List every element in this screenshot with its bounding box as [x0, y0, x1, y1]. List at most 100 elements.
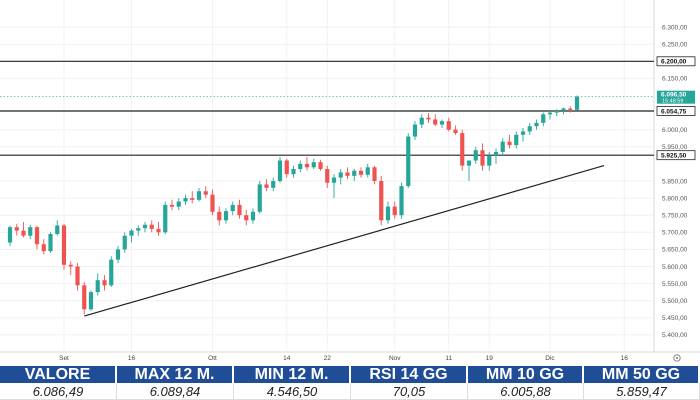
y-tick-label: 6.000,00	[662, 127, 688, 134]
candle-body	[379, 181, 384, 221]
candle-body	[190, 198, 195, 200]
x-tick-label: 11	[445, 355, 452, 362]
y-tick-label: 5.450,00	[662, 315, 688, 322]
candle-body	[304, 163, 310, 168]
candle-body	[277, 160, 283, 181]
stat-value-min-12m: 4.546,50	[234, 383, 351, 400]
candle-down	[284, 158, 289, 178]
candle-up	[230, 201, 235, 216]
candle-body	[156, 228, 161, 233]
level-tag-label: 6.054,75	[661, 108, 687, 115]
candle-up	[142, 222, 148, 233]
candle-body	[28, 227, 33, 236]
candle-body	[250, 211, 256, 221]
level-tag-label: 5.925,50	[661, 152, 687, 159]
last-price-time-label: 15:48:59	[662, 98, 683, 104]
candle-down	[453, 125, 458, 135]
x-tick-label: 22	[324, 355, 332, 362]
candle-body	[331, 177, 337, 183]
trendline-layer	[84, 165, 605, 317]
candle-down	[372, 165, 377, 185]
candle-body	[338, 172, 343, 178]
candle-up	[574, 95, 580, 111]
candle-down	[244, 210, 249, 226]
price-chart: 6.300,00 6.250,00 6.150,00 6.000,00 5.950,00…	[0, 0, 700, 362]
level-tag-label: 6.200,00	[661, 59, 687, 66]
candle-body	[284, 160, 289, 175]
candle-down	[318, 159, 323, 171]
candle-body	[534, 122, 539, 127]
y-tick-label: 5.800,00	[662, 195, 688, 202]
candle-down	[21, 222, 26, 238]
candle-down	[210, 189, 215, 216]
y-tick-label: 6.250,00	[662, 42, 688, 49]
candle-body	[203, 191, 208, 195]
candle-down	[41, 239, 46, 255]
candle-body	[453, 129, 458, 134]
stat-header-mm-50gg: MM 50 GG	[584, 366, 700, 383]
candle-up	[136, 225, 141, 236]
candle-body	[95, 280, 100, 293]
candle-up	[331, 174, 337, 199]
candle-body	[149, 224, 154, 229]
x-tick-label: Set	[59, 355, 69, 362]
candle-body	[55, 225, 60, 235]
candle-body	[399, 186, 404, 216]
y-tick-label: 5.950,00	[662, 144, 688, 151]
candle-up	[196, 187, 202, 202]
candle-body	[176, 201, 181, 207]
level-tag-box	[656, 150, 696, 161]
candle-body	[257, 184, 262, 212]
settings-icon[interactable]	[673, 354, 681, 362]
candle-body	[561, 108, 566, 111]
candle-down	[14, 223, 19, 236]
candle-down	[304, 157, 310, 171]
candle-up	[527, 122, 532, 135]
last-price-tag-box	[657, 90, 695, 104]
x-tick-label: Ott	[208, 355, 217, 362]
candle-body	[520, 131, 526, 135]
candle-up	[129, 228, 134, 243]
stat-value-max-12m: 6.089,84	[117, 383, 234, 400]
y-tick-label: 5.500,00	[662, 298, 688, 305]
y-tick-label: 5.400,00	[662, 332, 688, 339]
candle-up	[554, 109, 559, 117]
candle-body	[115, 249, 121, 260]
stat-header-rsi-14gg: RSI 14 GG	[351, 366, 468, 383]
candle-body	[568, 108, 573, 110]
candle-up	[109, 256, 114, 288]
candle-up	[311, 158, 316, 170]
candle-body	[14, 227, 19, 231]
candle-up	[439, 119, 445, 128]
candle-down	[237, 199, 242, 219]
candle-body	[493, 151, 499, 156]
y-tick-label: 5.750,00	[662, 213, 688, 220]
candle-up	[7, 225, 13, 246]
candle-down	[379, 175, 384, 226]
candle-up	[352, 169, 357, 181]
candle-body	[183, 198, 188, 202]
candle-body	[68, 264, 73, 267]
candle-down	[480, 143, 485, 171]
candle-body	[439, 121, 445, 125]
candle-down	[426, 113, 431, 123]
x-tick-label: 16	[128, 355, 136, 362]
x-tick-label: 19	[486, 355, 494, 362]
candle-up	[55, 220, 60, 236]
candle-body	[446, 121, 451, 130]
candle-down	[82, 281, 87, 315]
y-axis: 6.300,00 6.250,00 6.150,00 6.000,00 5.950,00…	[662, 24, 688, 339]
candle-body	[136, 228, 141, 231]
candle-down	[149, 220, 154, 233]
candle-body	[358, 170, 364, 175]
candle-down	[34, 225, 40, 250]
candle-up	[250, 208, 256, 224]
candle-body	[480, 150, 485, 166]
candle-up	[223, 208, 229, 224]
candle-up	[163, 201, 168, 235]
candle-body	[574, 96, 580, 110]
candle-body	[365, 167, 370, 175]
candle-body	[527, 126, 532, 132]
candle-up	[487, 151, 492, 171]
candle-down	[264, 179, 269, 192]
